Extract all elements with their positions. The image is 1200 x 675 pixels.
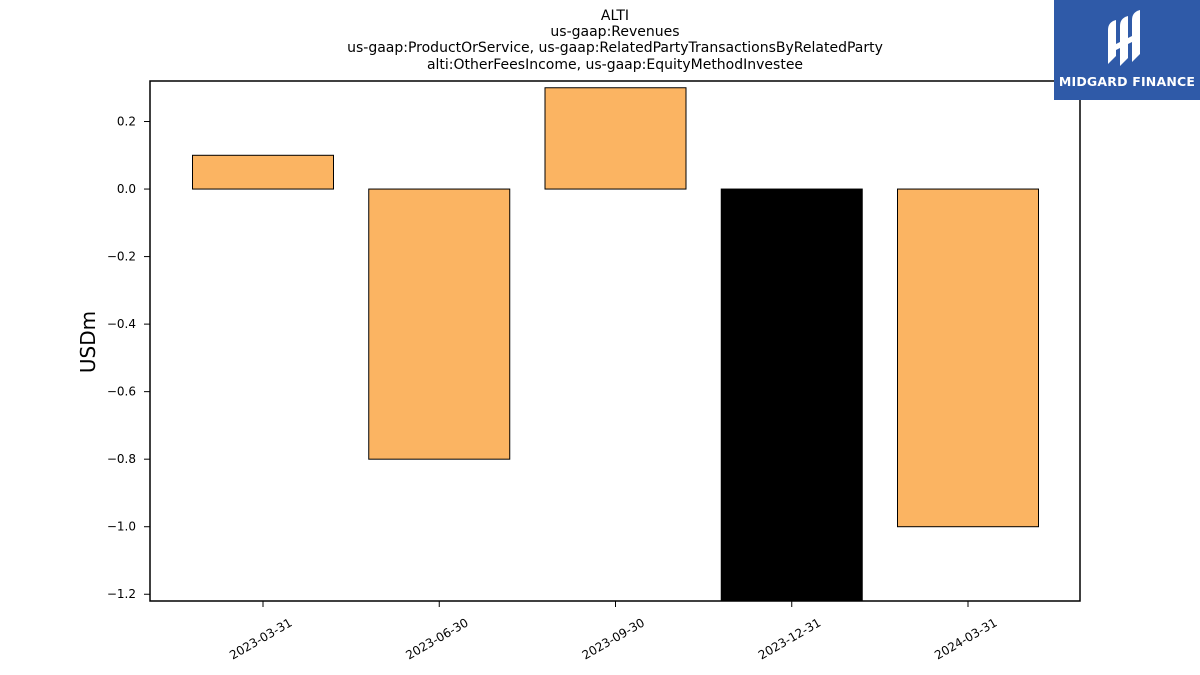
y-tick-label: 0.2 bbox=[117, 115, 136, 129]
y-tick-label: −0.8 bbox=[107, 452, 136, 466]
x-axis-ticks: 2023-03-31 2023-06-30 2023-09-30 2023-12-31… bbox=[227, 601, 1000, 662]
y-axis-ticks: 0.2 0.0 −0.2 −0.4 −0.6 −0.8 −1.0 −1.2 bbox=[107, 115, 150, 601]
x-tick-label: 2023-09-30 bbox=[580, 615, 647, 662]
chart-title: ALTI us-gaap:Revenues us-gaap:ProductOrS… bbox=[347, 8, 883, 73]
brand-name: MIDGARD FINANCE bbox=[1058, 74, 1196, 89]
y-tick-label: −0.4 bbox=[107, 317, 136, 331]
bars bbox=[192, 87, 1039, 602]
bar-2024-03-31 bbox=[897, 188, 1039, 528]
y-tick-label: 0.0 bbox=[117, 182, 136, 196]
brand-logo: MIDGARD FINANCE bbox=[1054, 0, 1200, 100]
y-tick-label: −0.2 bbox=[107, 250, 136, 264]
x-tick-label: 2023-03-31 bbox=[227, 615, 294, 662]
bar-2023-06-30 bbox=[368, 188, 511, 460]
plot-area-frame bbox=[149, 80, 1081, 602]
x-tick-label: 2023-12-31 bbox=[756, 615, 823, 662]
y-tick-label: −1.0 bbox=[107, 520, 136, 534]
y-axis-label: USDm bbox=[76, 311, 100, 373]
bar-2023-03-31 bbox=[192, 154, 334, 190]
chart-title-line-2: us-gaap:Revenues bbox=[550, 24, 679, 40]
bar-2023-09-30 bbox=[544, 87, 687, 190]
midgard-logo-icon bbox=[1108, 10, 1140, 66]
chart-title-line-3: us-gaap:ProductOrService, us-gaap:Relate… bbox=[347, 40, 883, 56]
x-tick-label: 2024-03-31 bbox=[932, 615, 999, 662]
chart-title-line-4: alti:OtherFeesIncome, us-gaap:EquityMeth… bbox=[427, 57, 803, 73]
bar-2023-12-31 bbox=[720, 188, 863, 602]
y-tick-label: −1.2 bbox=[107, 587, 136, 601]
y-tick-label: −0.6 bbox=[107, 385, 136, 399]
chart-title-line-1: ALTI bbox=[601, 8, 629, 24]
x-tick-label: 2023-06-30 bbox=[403, 615, 470, 662]
